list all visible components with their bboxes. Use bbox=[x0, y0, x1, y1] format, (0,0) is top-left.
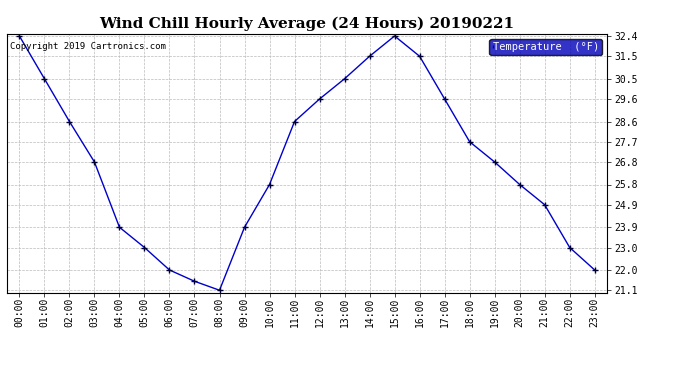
Text: Copyright 2019 Cartronics.com: Copyright 2019 Cartronics.com bbox=[10, 42, 166, 51]
Title: Wind Chill Hourly Average (24 Hours) 20190221: Wind Chill Hourly Average (24 Hours) 201… bbox=[99, 17, 515, 31]
Legend: Temperature  (°F): Temperature (°F) bbox=[489, 39, 602, 55]
